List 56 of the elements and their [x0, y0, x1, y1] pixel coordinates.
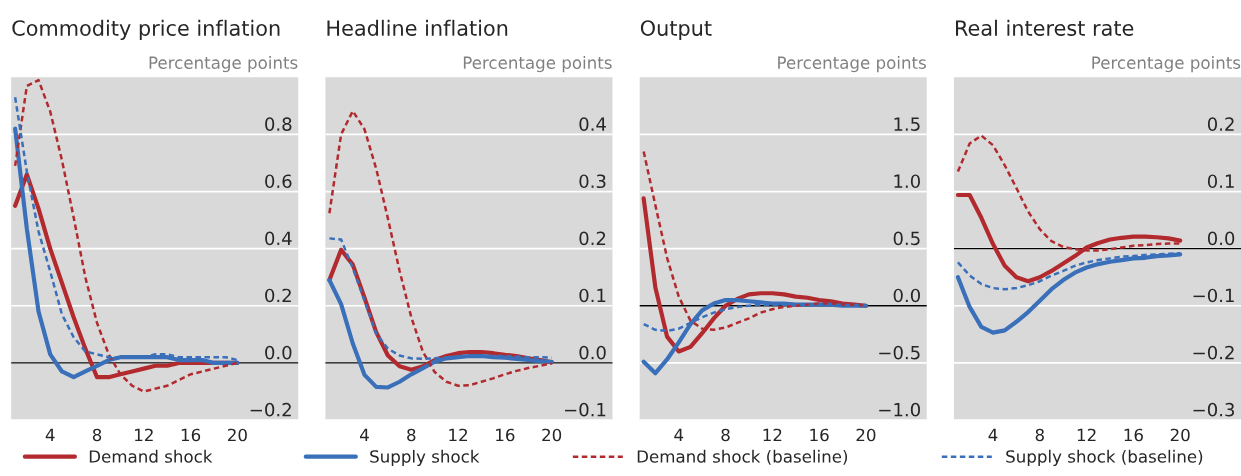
y-tick-label: 0.2 [579, 231, 606, 246]
y-axis-title: Percentage points [149, 56, 298, 73]
y-tick-label: −0.3 [1193, 402, 1234, 417]
y-tick-label: 0.0 [893, 288, 920, 303]
y-tick-label: 0.4 [579, 117, 606, 131]
x-tick-label: 8 [1035, 428, 1044, 442]
x-tick-label: 8 [721, 428, 730, 442]
y-axis-title: Percentage points [463, 56, 612, 73]
x-tick-label: 4 [45, 428, 55, 442]
x-tick-label: 12 [135, 428, 153, 442]
chart-title: Real interest rate [956, 19, 1134, 36]
y-tick-label: −0.1 [564, 402, 606, 417]
y-tick-label: 0.3 [579, 174, 606, 189]
legend-label: Demand shock [89, 449, 213, 463]
y-tick-label: −0.5 [879, 345, 920, 360]
x-tick-label: 8 [407, 428, 416, 442]
y-tick-label: 0.1 [1207, 174, 1234, 189]
y-axis-title: Percentage points [1092, 56, 1241, 73]
chart-title: Output [640, 20, 712, 40]
y-tick-label: 0.1 [579, 288, 606, 303]
y-tick-label: 0.6 [265, 174, 292, 189]
x-tick-label: 12 [1077, 428, 1096, 442]
y-tick-label: 0.5 [893, 231, 920, 246]
y-axis-title: Percentage points [778, 56, 926, 73]
y-tick-label: −0.2 [1193, 345, 1234, 360]
legend-label: Supply shock (baseline) [1006, 449, 1203, 466]
x-tick-label: 12 [449, 428, 468, 442]
x-tick-label: 20 [228, 428, 247, 442]
x-tick-label: 4 [674, 428, 684, 442]
x-tick-label: 20 [1170, 428, 1190, 442]
x-tick-label: 20 [542, 428, 562, 442]
y-tick-label: 0.2 [1207, 117, 1234, 131]
y-tick-label: 0.0 [1207, 231, 1235, 246]
x-tick-label: 16 [181, 428, 201, 442]
y-tick-label: 0.0 [579, 345, 606, 360]
x-tick-label: 8 [92, 428, 102, 442]
chart-title: Commodity price inflation [12, 19, 280, 40]
legend-label: Supply shock [370, 449, 480, 466]
x-tick-label: 12 [763, 428, 782, 442]
x-tick-label: 4 [988, 428, 998, 442]
y-tick-label: 0.4 [265, 231, 292, 246]
y-tick-label: 1.0 [894, 174, 920, 189]
x-tick-label: 16 [810, 428, 829, 442]
x-tick-label: 16 [496, 428, 515, 442]
y-tick-label: 1.5 [894, 117, 920, 131]
y-tick-label: −0.1 [1193, 288, 1234, 303]
chart-title: Headline inflation [327, 19, 508, 36]
x-tick-label: 16 [1124, 428, 1143, 442]
x-tick-label: 20 [856, 428, 876, 442]
y-tick-label: 0.2 [265, 288, 291, 303]
x-tick-label: 4 [360, 428, 369, 442]
legend-label: Demand shock (baseline) [637, 449, 848, 465]
y-tick-label: −1.0 [879, 402, 920, 417]
y-tick-label: 0.0 [265, 345, 292, 360]
y-tick-label: 0.8 [265, 117, 292, 131]
y-tick-label: −0.2 [250, 402, 291, 417]
